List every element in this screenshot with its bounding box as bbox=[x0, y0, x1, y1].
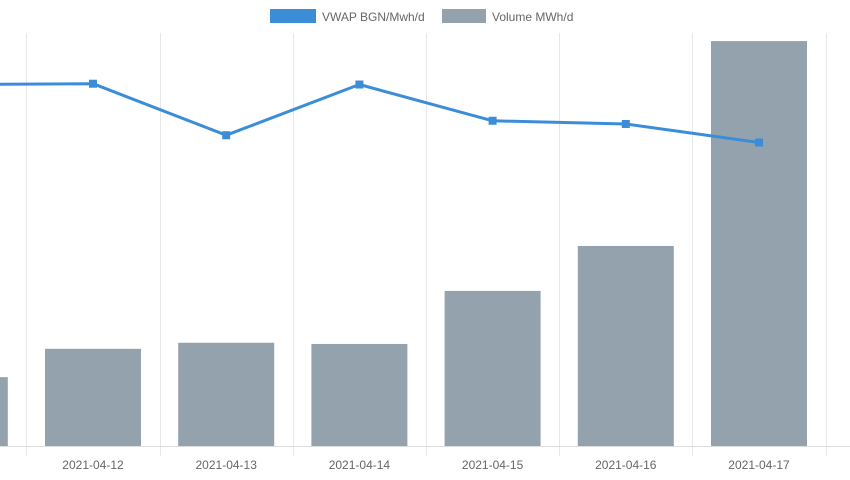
x-tick-label: 2021-04-12 bbox=[62, 458, 124, 472]
volume-bar[interactable] bbox=[444, 290, 541, 446]
x-tick-label: 2021-04-15 bbox=[462, 458, 524, 472]
vwap-point[interactable] bbox=[355, 80, 364, 89]
x-tick-label: 2021-04-16 bbox=[595, 458, 657, 472]
legend-swatch-volume bbox=[442, 9, 486, 23]
vwap-point[interactable] bbox=[222, 131, 231, 140]
volume-bar[interactable] bbox=[711, 41, 807, 447]
vwap-point[interactable] bbox=[621, 119, 630, 128]
x-tick-label: 2021-04-13 bbox=[196, 458, 258, 472]
volume-bars bbox=[0, 41, 807, 447]
x-axis-ticks: 2021-04-12 2021-04-13 2021-04-14 2021-04-15… bbox=[62, 458, 790, 472]
legend-item-volume[interactable]: Volume MWh/d bbox=[442, 9, 573, 24]
legend-label-volume: Volume MWh/d bbox=[492, 10, 573, 24]
volume-bar[interactable] bbox=[178, 342, 275, 446]
vwap-line bbox=[0, 79, 763, 147]
vwap-point[interactable] bbox=[89, 79, 97, 88]
legend: VWAP BGN/Mwh/d Volume MWh/d bbox=[270, 9, 573, 24]
volume-bar[interactable] bbox=[311, 343, 408, 446]
vwap-point[interactable] bbox=[755, 138, 763, 147]
vwap-series-line bbox=[0, 82, 760, 144]
legend-label-vwap: VWAP BGN/Mwh/d bbox=[322, 10, 425, 24]
volume-bar[interactable] bbox=[0, 377, 8, 446]
legend-swatch-vwap bbox=[270, 9, 316, 23]
volume-bar[interactable] bbox=[577, 245, 674, 446]
vwap-point[interactable] bbox=[488, 116, 497, 125]
legend-item-vwap[interactable]: VWAP BGN/Mwh/d bbox=[270, 9, 425, 24]
x-tick-label: 2021-04-17 bbox=[728, 458, 790, 472]
volume-bar[interactable] bbox=[45, 348, 141, 446]
x-tick-label: 2021-04-14 bbox=[329, 458, 391, 472]
